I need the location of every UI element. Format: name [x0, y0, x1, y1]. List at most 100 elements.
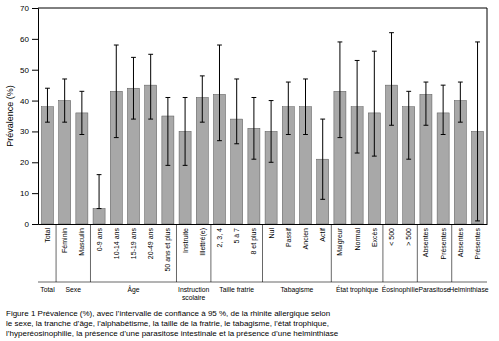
error-bar — [234, 79, 239, 144]
x-tick: Masculin — [78, 224, 85, 256]
x-tick-label: Total — [44, 228, 51, 243]
x-tick: Nul — [268, 224, 275, 239]
y-tick: 40 — [20, 97, 38, 106]
group-boundary — [210, 224, 211, 282]
x-tick-label: 8 et plus — [250, 228, 258, 255]
y-tick: 50 — [20, 66, 38, 75]
caption-line: Figure 1 Prévalence (%), avec l’interval… — [6, 309, 330, 318]
y-tick-mark — [32, 193, 38, 194]
error-bar — [131, 57, 136, 119]
group-label-line: Total — [40, 286, 55, 293]
x-tick: 0-9 ans — [96, 224, 103, 251]
x-tick-label: Absentes — [457, 228, 464, 258]
group-label: Taille fratrie — [219, 286, 254, 293]
error-bar — [458, 82, 463, 122]
group-label-line: Sexe — [66, 286, 82, 293]
x-tick: 8 et plus — [250, 224, 258, 254]
y-tick: 60 — [20, 35, 38, 44]
x-axis-line — [39, 224, 488, 225]
y-tick-label: 60 — [20, 35, 29, 44]
group-boundary — [90, 224, 91, 282]
x-tick-label: Présentes — [474, 228, 481, 260]
y-tick-label: 0 — [25, 220, 30, 229]
bar — [41, 107, 53, 224]
group-label: Tabagisme — [280, 286, 313, 294]
x-tick-label: Féminin — [61, 228, 68, 253]
group-boundary — [262, 224, 263, 282]
x-tick: Passif — [285, 224, 292, 247]
x-tick-label: < 500 — [388, 228, 395, 246]
group-label-line: Éosinophilie — [382, 285, 419, 294]
group-label-line: État trophique — [336, 285, 379, 294]
group-label: Âge — [127, 285, 139, 294]
x-tick-label: 15-19 ans — [130, 228, 137, 260]
y-tick-label: 70 — [20, 4, 29, 13]
group-label-line: Taille fratrie — [219, 286, 254, 293]
error-bar — [165, 97, 170, 165]
group-label-line: Instruction — [178, 286, 210, 293]
x-tick: Présentes — [440, 224, 447, 260]
error-bar — [217, 45, 222, 141]
group-label: Instructionscolaire — [178, 286, 210, 301]
error-bar — [286, 82, 291, 134]
group-label-line: Tabagisme — [280, 286, 313, 294]
bar — [93, 209, 105, 224]
x-tick: 20-49 ans — [147, 224, 154, 259]
group-label-line: Parasitose — [418, 286, 450, 293]
group-boundary — [331, 224, 332, 282]
error-bar — [251, 97, 256, 159]
group-boundary — [56, 224, 57, 282]
y-tick-mark — [32, 131, 38, 132]
group-label-line: scolaire — [182, 294, 206, 301]
y-tick-label: 20 — [20, 158, 29, 167]
x-tick: Présentes — [474, 224, 481, 260]
x-tick: 10-14 ans — [113, 224, 120, 259]
group-label-line: Âge — [127, 285, 139, 294]
y-tick: 70 — [20, 4, 38, 13]
x-tick-label: 2, 3, 4 — [216, 228, 223, 248]
y-tick: 20 — [20, 158, 38, 167]
error-bar — [200, 76, 205, 122]
x-axis: Total Féminin Masculin 0-9 ans 10-14 ans 15-1… — [39, 224, 488, 272]
x-tick-label: Excès — [371, 228, 378, 248]
x-tick: Féminin — [61, 224, 68, 253]
group-label: Parasitose — [418, 286, 450, 293]
x-tick: > 500 — [405, 224, 412, 246]
error-bar — [372, 51, 377, 156]
y-tick-label: 30 — [20, 127, 29, 136]
y-tick-mark — [32, 8, 38, 9]
error-bar — [62, 79, 67, 122]
group-boundary — [451, 224, 452, 282]
frame-top — [38, 8, 487, 9]
x-tick: Maigreur — [336, 224, 344, 256]
y-tick: 0 — [25, 220, 38, 229]
x-tick: Normal — [354, 224, 361, 251]
error-bar — [183, 97, 188, 165]
x-tick: Absentes — [422, 224, 429, 257]
error-bar — [269, 101, 274, 163]
x-tick-label: 20-49 ans — [147, 228, 154, 260]
x-tick-label: 50 ans et plus — [164, 228, 172, 272]
error-bar — [355, 60, 360, 153]
y-tick-mark — [32, 70, 38, 71]
error-bar — [338, 42, 343, 138]
y-tick-label: 40 — [20, 97, 29, 106]
y-tick-mark — [32, 39, 38, 40]
group-label: Helminthiase — [449, 286, 489, 293]
x-tick-label: 0-9 ans — [96, 228, 103, 252]
caption-line: l’hyperéosinophilie, la présence d’une p… — [6, 329, 339, 338]
y-tick-mark — [32, 224, 38, 225]
x-tick: Actif — [319, 224, 326, 242]
x-tick-label: 5 à 7 — [233, 228, 240, 244]
x-tick: < 500 — [388, 224, 395, 246]
group-label: Sexe — [66, 286, 82, 293]
group-label: Éosinophilie — [382, 285, 419, 294]
y-tick-label: 50 — [20, 66, 29, 75]
x-tick-label: 10-14 ans — [113, 228, 120, 260]
y-tick-label: 10 — [20, 189, 29, 198]
y-tick-mark — [32, 101, 38, 102]
y-axis: 0 10 20 30 40 50 60 70 — [20, 4, 38, 229]
x-tick: Excès — [371, 224, 378, 247]
x-tick: Absentes — [457, 224, 464, 257]
caption: Figure 1 Prévalence (%), avec l’interval… — [6, 309, 339, 338]
